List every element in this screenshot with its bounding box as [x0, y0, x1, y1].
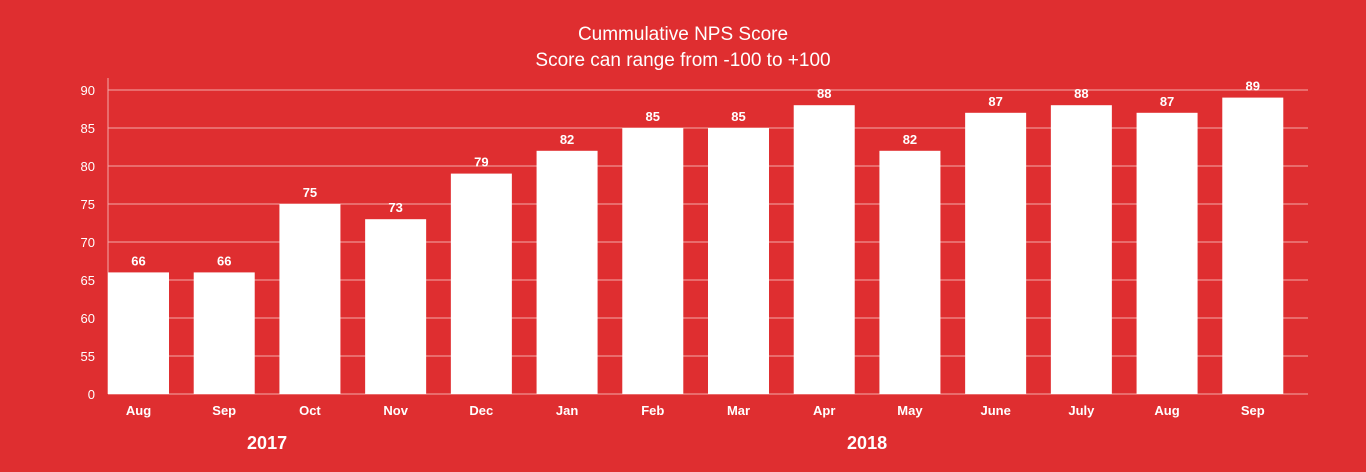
bar-oct-2	[279, 204, 341, 394]
y-tick-label: 90	[81, 83, 95, 98]
y-tick-label: 80	[81, 159, 95, 174]
x-tick-label: Feb	[641, 403, 664, 418]
y-tick-label: 70	[81, 235, 95, 250]
data-label: 82	[560, 132, 574, 147]
bar-dec-4	[450, 173, 512, 394]
chart-title: Cummulative NPS Score	[577, 24, 789, 45]
bar-july-11	[1050, 105, 1112, 394]
data-label: 88	[1074, 86, 1088, 101]
x-tick-label: July	[1068, 403, 1095, 418]
x-tick-label: Sep	[212, 403, 236, 418]
bar-feb-6	[622, 128, 684, 394]
data-label: 85	[646, 109, 660, 124]
bar-sep-13	[1222, 97, 1284, 394]
data-label: 87	[1160, 94, 1174, 109]
chart-subtitle: Score can range from -100 to +100	[535, 50, 831, 71]
bar-mar-7	[708, 128, 769, 394]
data-label: 66	[217, 253, 231, 268]
x-tick-label: May	[897, 403, 923, 418]
x-tick-label: Dec	[469, 403, 493, 418]
data-label: 79	[474, 155, 488, 170]
bar-apr-8	[793, 105, 855, 394]
data-label: 73	[388, 200, 402, 215]
bars	[108, 97, 1284, 395]
y-tick-label: 60	[81, 311, 95, 326]
data-label: 82	[903, 132, 917, 147]
data-label: 85	[731, 109, 745, 124]
year-group-label: 2017	[247, 433, 287, 453]
y-tick-label: 75	[81, 197, 95, 212]
bar-jan-5	[536, 150, 598, 394]
y-tick-label: 85	[81, 121, 95, 136]
data-label: 75	[303, 185, 317, 200]
x-tick-label: June	[980, 403, 1010, 418]
x-tick-label: Nov	[383, 403, 408, 418]
y-tick-label: 0	[88, 387, 95, 402]
data-label: 87	[988, 94, 1002, 109]
bar-nov-3	[365, 219, 427, 394]
x-tick-label: Oct	[299, 403, 321, 418]
bar-sep-1	[193, 272, 255, 394]
bar-aug-0	[108, 272, 169, 394]
x-tick-label: Mar	[727, 403, 750, 418]
data-label: 89	[1246, 79, 1260, 94]
y-tick-label: 65	[81, 273, 95, 288]
labels: 0 55 60 65 70 75 80 85 90 66 Aug 66 Sep 75 Oct 73 Nov 79 D…	[81, 79, 1265, 453]
x-tick-label: Apr	[813, 403, 835, 418]
x-tick-label: Sep	[1241, 403, 1265, 418]
y-tick-label: 55	[81, 349, 95, 364]
year-group-label: 2018	[847, 433, 887, 453]
bar-may-9	[879, 150, 941, 394]
x-tick-label: Aug	[1154, 403, 1179, 418]
data-label: 88	[817, 86, 831, 101]
x-tick-label: Aug	[126, 403, 151, 418]
bar-june-10	[965, 112, 1027, 395]
data-label: 66	[131, 253, 145, 268]
x-tick-label: Jan	[556, 403, 578, 418]
bar-aug-12	[1136, 112, 1198, 395]
